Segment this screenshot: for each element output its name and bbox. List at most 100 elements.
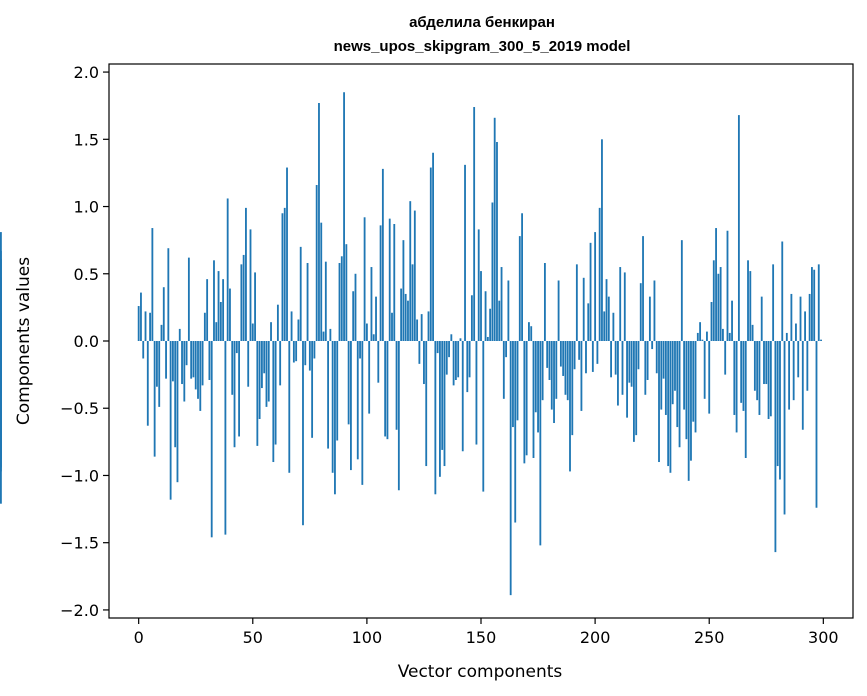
bar [614, 341, 617, 375]
bar [176, 341, 179, 483]
y-tick-label: −0.5 [60, 399, 99, 418]
bar [610, 341, 612, 378]
bar [256, 341, 259, 446]
bar [165, 341, 167, 379]
x-axis: 0 50 100 150 200 250 300 [134, 618, 839, 647]
bar [343, 92, 345, 342]
y-tick-label: 0.0 [74, 332, 99, 351]
bar [270, 322, 272, 341]
bar [297, 319, 300, 341]
bar [694, 341, 697, 433]
bar [637, 341, 640, 370]
bar [356, 341, 359, 460]
bar [512, 341, 514, 428]
bar [194, 341, 197, 390]
bar [582, 277, 585, 341]
bar [671, 341, 674, 405]
bar [763, 341, 765, 385]
bar [678, 341, 681, 448]
bar [496, 141, 498, 341]
bar [722, 328, 724, 341]
bar [776, 341, 779, 467]
bar [601, 139, 603, 341]
bar [192, 341, 195, 378]
bar [219, 302, 222, 341]
bar [308, 341, 311, 371]
bar [144, 311, 147, 341]
bar [710, 302, 713, 341]
bar [203, 312, 206, 341]
bar [553, 341, 555, 424]
bar [263, 341, 266, 374]
bar [475, 341, 478, 445]
bar [420, 314, 423, 341]
bar [400, 288, 403, 341]
bar [334, 341, 336, 495]
bar [817, 264, 820, 341]
x-tick-label: 0 [134, 628, 144, 647]
bar [815, 341, 818, 508]
bar [687, 341, 690, 481]
bar [162, 287, 165, 341]
bar [251, 323, 254, 341]
bar [146, 341, 149, 426]
bar [363, 217, 366, 341]
bar [235, 341, 238, 354]
bar [683, 341, 686, 410]
bar [171, 341, 174, 382]
bar [569, 341, 571, 472]
bar [781, 241, 784, 341]
bar [281, 213, 284, 341]
bar [0, 277, 2, 341]
bar [498, 300, 501, 341]
bar [735, 341, 738, 433]
bar [719, 267, 722, 341]
bar [628, 341, 631, 383]
bar [737, 115, 740, 341]
bar [619, 267, 622, 341]
bar [806, 341, 809, 391]
bar [728, 332, 731, 341]
bar [258, 341, 261, 419]
bar [331, 341, 334, 473]
bar [425, 341, 428, 467]
bar [605, 279, 608, 341]
bar [630, 341, 633, 387]
bar [598, 207, 601, 341]
bar [639, 283, 642, 341]
bar [564, 341, 567, 395]
bar [562, 341, 565, 376]
bar [594, 232, 597, 341]
bar [621, 341, 624, 395]
bar [443, 341, 446, 467]
bar [153, 341, 156, 457]
bar [375, 296, 377, 341]
bar [555, 341, 558, 399]
bar [667, 341, 670, 467]
bar [591, 341, 594, 372]
bar [676, 341, 679, 428]
bar [423, 341, 425, 385]
bar [210, 341, 213, 538]
bar [758, 341, 761, 415]
bar [329, 328, 332, 341]
y-tick-label: 1.5 [74, 130, 99, 149]
bar [315, 185, 318, 341]
bar [785, 332, 788, 341]
bar [779, 341, 781, 480]
bar [231, 341, 234, 395]
bar [486, 336, 489, 341]
bar [0, 341, 2, 393]
bar [222, 279, 225, 341]
bar [397, 341, 400, 491]
bar [516, 341, 519, 421]
y-tick-label: 0.5 [74, 265, 99, 284]
bar [792, 341, 795, 401]
bar [571, 341, 574, 436]
bar [336, 341, 339, 441]
bar [338, 263, 341, 341]
bar [388, 218, 391, 341]
bar [480, 271, 482, 341]
bar [477, 229, 480, 341]
